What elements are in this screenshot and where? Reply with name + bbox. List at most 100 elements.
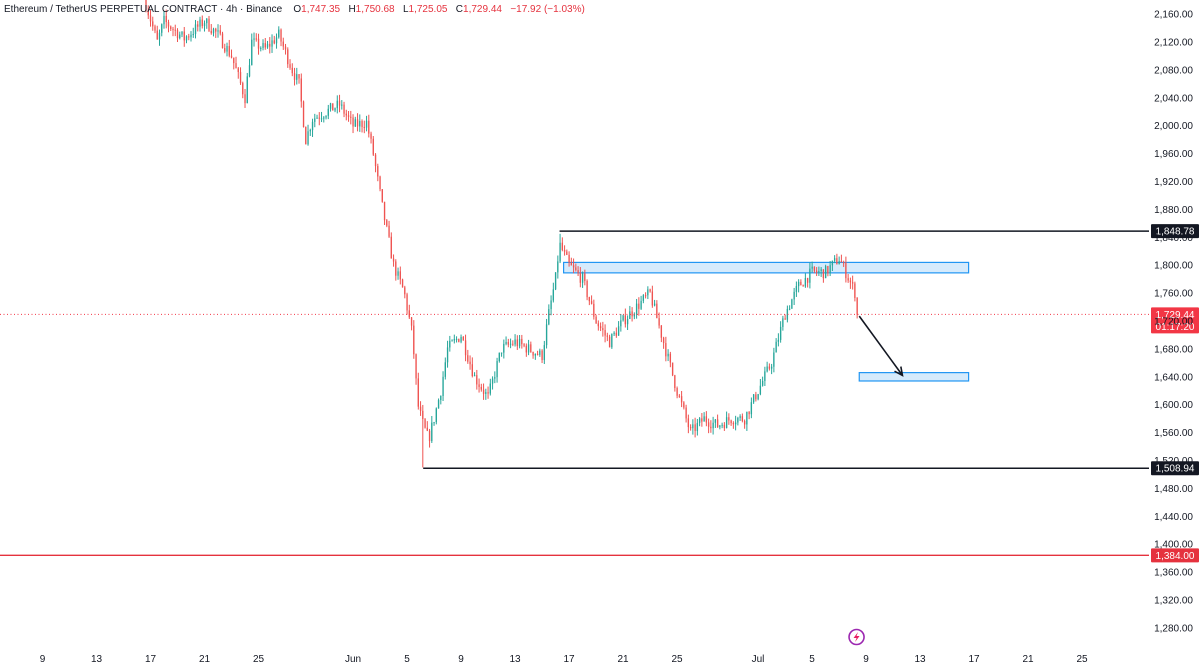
candle [287,47,289,68]
candle [406,292,408,315]
candle [359,114,361,132]
open-label: O [293,4,302,15]
candle [557,255,559,279]
candle [309,128,311,136]
candle [714,419,717,428]
candle [712,416,714,435]
candle [341,100,343,110]
candle [786,305,789,323]
candle [327,104,329,120]
candle [523,343,525,348]
candle [651,285,654,308]
candle [147,5,149,20]
target-zone[interactable] [858,372,970,382]
candle [246,72,248,104]
resistance-zone[interactable] [562,261,970,274]
y-tick-label: 1,320.00 [1154,596,1193,607]
lightning-icon[interactable] [848,628,865,646]
candle [732,421,735,429]
candle [678,394,681,398]
candle [539,348,541,357]
candle [152,16,154,31]
candle [424,418,426,429]
candle [199,16,201,32]
y-tick-label: 2,120.00 [1154,38,1193,49]
y-tick-label: 1,760.00 [1154,289,1193,300]
candle [548,304,550,326]
x-tick-label: 21 [1022,654,1034,665]
candle [217,24,219,38]
symbol-label[interactable]: Ethereum / TetherUS PERPETUAL CONTRACT ·… [4,4,283,15]
candle [365,115,368,132]
candle [500,352,503,357]
candle [795,281,798,297]
candle [665,336,667,362]
candle [392,254,395,267]
candle [415,353,417,385]
candle [626,315,629,331]
candle [336,95,338,114]
candle [773,347,775,373]
candle [518,334,521,349]
candle [674,374,676,392]
candle [554,272,557,291]
y-tick-label: 1,800.00 [1154,261,1193,272]
candle [764,366,766,386]
candle [611,333,613,349]
close-label: C [455,4,464,15]
candle [613,331,615,336]
candle [559,233,561,264]
resistance-price-label: 1,848.78 [1156,227,1195,238]
price-axis[interactable]: 2,160.00 2,120.00 2,080.00 2,040.00 2,000.00… [1154,10,1193,635]
candle [694,417,696,438]
candle [275,33,278,49]
projection-arrow[interactable] [858,315,904,377]
time-axis[interactable]: 9 13 17 21 25 Jun 5 9 13 17 21 25 Jul 5 9 13 17 21 25 [40,654,1088,665]
candle [233,57,235,70]
y-tick-label: 2,160.00 [1154,10,1193,21]
y-tick-label: 1,840.00 [1154,233,1193,244]
y-tick-label: 1,280.00 [1154,623,1193,634]
candle [831,260,834,272]
candle [242,81,244,99]
candle [631,307,633,322]
candle [338,94,341,113]
candle [383,201,386,225]
candle [536,350,539,356]
candle [318,112,320,126]
candle [343,101,345,118]
candle [192,27,194,38]
candle [593,299,595,320]
candle [750,397,753,419]
candle [525,343,528,357]
candle [597,320,600,331]
candle [401,278,404,288]
candle [671,362,674,377]
candle [579,267,582,288]
candle [473,372,476,377]
candle [264,37,266,50]
x-tick-label: Jun [345,654,361,665]
candle [293,67,296,86]
candle [494,371,496,384]
candle [568,251,570,267]
candle [730,419,732,426]
candle [782,315,784,331]
candle [833,255,836,264]
candle [260,46,262,52]
candle [156,25,158,40]
candle [257,33,260,55]
candle [154,24,156,34]
candle [291,63,293,77]
candle [431,416,433,443]
candle [498,352,500,363]
x-tick-label: 13 [914,654,926,665]
y-tick-label: 1,600.00 [1154,400,1193,411]
x-tick-label: 17 [968,654,980,665]
x-tick-label: 17 [145,654,157,665]
current-price-label: 1,729.44 [1156,310,1195,321]
candle [743,419,746,429]
candle [683,401,685,410]
candle [543,340,546,365]
